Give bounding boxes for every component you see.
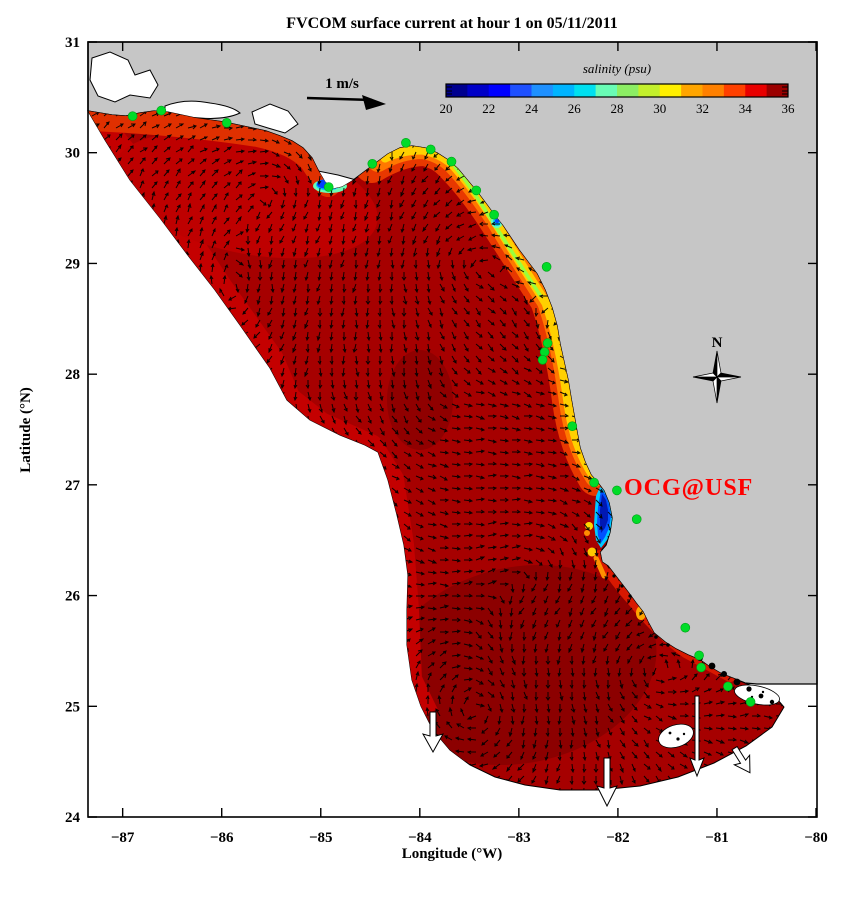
open-boundary-arrow	[689, 695, 705, 778]
compass-rose	[692, 350, 742, 404]
colorbar-segment	[723, 84, 746, 97]
x-axis-label: Longitude (°W)	[402, 846, 503, 862]
station-marker	[631, 514, 642, 525]
panhandle-nearshore-band	[88, 111, 341, 197]
station-marker	[589, 477, 599, 488]
open-boundary-arrows	[421, 695, 751, 808]
x-tick-label: −81	[705, 830, 729, 846]
colorbar-segment	[552, 84, 575, 97]
scale-arrow-shaft	[306, 96, 373, 102]
colorbar-tick-label: 32	[696, 101, 709, 116]
station-marker	[127, 111, 138, 121]
colorbar-tick-label: 34	[739, 101, 753, 116]
axis-tick-labels: −87 −86 −85 −84 −83 −82 −81 −80 31 30 29 28 27 26 25 24	[65, 35, 828, 846]
colorbar-tick-labels: 20 22 24 26 28 30 32 34 36	[440, 101, 796, 116]
colorbar-segment	[488, 84, 511, 97]
y-tick-label: 30	[65, 146, 80, 162]
colorbar-segment	[595, 84, 618, 97]
colorbar-segment	[574, 84, 597, 97]
station-marker	[680, 622, 691, 633]
x-tick-label: −86	[210, 830, 234, 846]
colorbar-segment	[681, 84, 703, 97]
scale-arrow: 1 m/s	[306, 76, 386, 110]
axis-ticks	[88, 41, 817, 818]
colorbar-segment	[659, 84, 682, 97]
figure-title: FVCOM surface current at hour 1 on 05/11…	[286, 15, 617, 32]
open-boundary-arrow	[421, 711, 445, 754]
colorbar-title: salinity (psu)	[583, 61, 651, 76]
colorbar-tick-label: 24	[525, 101, 539, 116]
colorbar-segment	[745, 84, 768, 97]
station-marker	[221, 118, 232, 128]
x-tick-label: −82	[606, 830, 630, 846]
open-boundary-arrow	[731, 745, 751, 774]
colorbar-tick-label: 30	[653, 101, 666, 116]
x-tick-label: −85	[309, 830, 333, 846]
colorbar-tick-label: 20	[440, 101, 453, 116]
plot-frame	[87, 41, 818, 818]
y-tick-label: 24	[65, 810, 81, 826]
y-tick-label: 28	[65, 367, 80, 383]
deep-salinity-patch	[387, 350, 453, 450]
coastal-bay	[89, 51, 159, 103]
station-marker	[537, 354, 548, 365]
coastal-bay	[251, 103, 299, 134]
station-marker	[541, 261, 552, 272]
station-marker	[401, 138, 411, 148]
colorbar-tick-label: 28	[611, 101, 624, 116]
y-tick-label: 26	[65, 589, 81, 605]
station-marker	[696, 662, 706, 673]
x-tick-label: −80	[804, 830, 828, 846]
y-tick-label: 25	[65, 699, 80, 715]
colorbar-end-ticks	[446, 86, 788, 95]
station-marker	[723, 681, 733, 692]
scale-arrow-head	[362, 95, 386, 110]
station-marker	[367, 159, 378, 169]
x-tick-label: −84	[408, 830, 432, 846]
station-marker	[694, 650, 704, 661]
x-tick-label: −87	[111, 830, 135, 846]
station-marker	[471, 185, 482, 196]
station-marker	[612, 485, 622, 496]
station-marker	[745, 697, 756, 707]
colorbar-segment	[638, 84, 661, 97]
north-label: N	[712, 335, 723, 351]
y-tick-label: 31	[65, 35, 80, 51]
station-marker	[323, 182, 334, 192]
colorbar: salinity (psu) 20 22 24 26 28 30 32 34 36	[440, 61, 796, 116]
open-boundary-arrow	[596, 757, 618, 808]
bigbend-band-yellow	[380, 145, 599, 482]
y-axis-label: Latitude (°N)	[18, 387, 34, 473]
x-tick-label: −83	[507, 830, 531, 846]
colorbar-tick-label: 36	[782, 101, 796, 116]
colorbar-tick-label: 22	[482, 101, 495, 116]
station-marker	[425, 144, 436, 155]
tick-marks	[88, 41, 817, 818]
y-tick-label: 29	[65, 256, 80, 272]
scale-arrow-label: 1 m/s	[325, 76, 359, 92]
station-marker	[446, 156, 457, 167]
colorbar-tick-label: 26	[568, 101, 582, 116]
colorbar-segment	[510, 84, 532, 97]
colorbar-segment	[467, 84, 490, 97]
station-marker	[542, 338, 553, 348]
station-marker	[489, 209, 499, 220]
colorbar-segments	[446, 84, 789, 97]
colorbar-segment	[617, 84, 639, 97]
station-marker	[567, 421, 578, 432]
colorbar-segment	[702, 84, 725, 97]
colorbar-segment	[531, 84, 554, 97]
station-markers	[127, 105, 756, 707]
station-marker	[156, 105, 167, 116]
watermark-label: OCG@USF	[624, 475, 753, 501]
y-tick-label: 27	[65, 478, 81, 494]
